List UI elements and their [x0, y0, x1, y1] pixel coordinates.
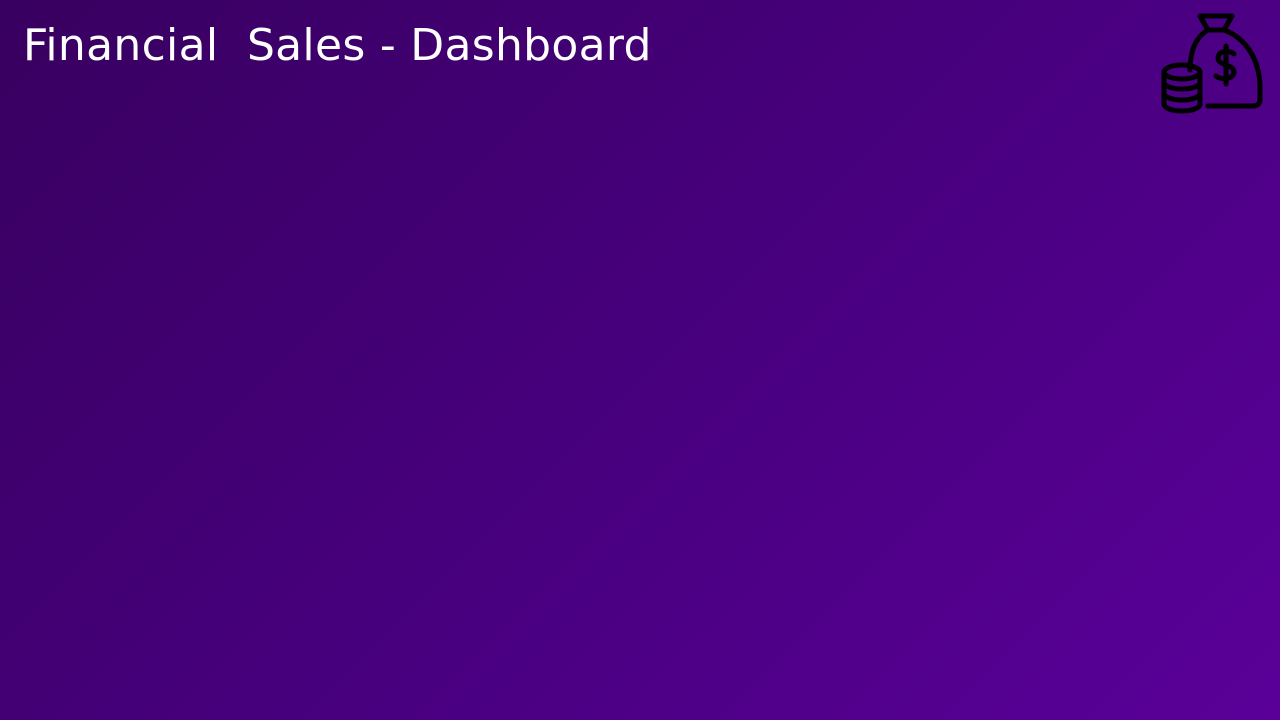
page-title: Financial Sales - Dashboard	[23, 20, 652, 71]
money-bag-coins-icon	[1160, 10, 1264, 114]
dashboard-header: Financial Sales - Dashboard	[0, 0, 1280, 120]
dashboard-canvas	[0, 120, 1280, 720]
